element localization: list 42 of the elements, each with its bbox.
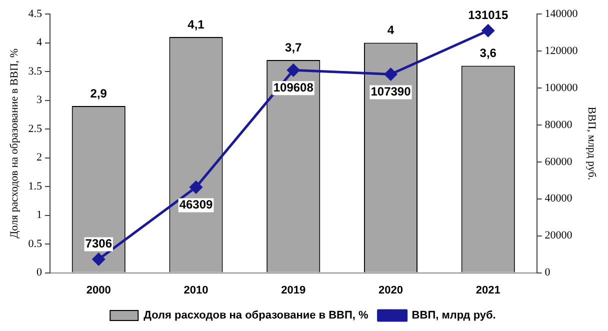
data-label: 7306 (85, 236, 112, 251)
data-label: 4,1 (188, 17, 205, 32)
y2-tick-label: 20000 (544, 230, 573, 242)
point (482, 24, 494, 37)
y-tick-label: 0 (36, 266, 42, 279)
legend-label: ВВП, млрд руб. (412, 310, 496, 322)
data-label: 3,7 (285, 40, 302, 54)
y2-tick-label: 100000 (544, 82, 578, 94)
point (287, 64, 300, 76)
x-tick-label: 2021 (476, 284, 500, 296)
y-tick-label: 4.5 (28, 8, 42, 20)
y2-tick-label: 60000 (544, 156, 573, 168)
x-tick-label: 2020 (378, 284, 403, 296)
data-label: 2,9 (90, 86, 108, 100)
y-tick-label: 3.5 (28, 65, 42, 78)
y-tick-label: 4 (36, 36, 42, 49)
y2-axis-title: ВВП, млрд руб. (586, 106, 598, 180)
y-tick-label: 1.5 (28, 180, 42, 192)
y-tick-label: 3 (36, 94, 42, 106)
y2-tick-label: 0 (544, 266, 551, 279)
point (190, 180, 202, 194)
point (384, 68, 397, 81)
y-axis-title: Доля расходов на образование в ВВП, % (8, 48, 20, 238)
data-label: 46309 (179, 198, 214, 212)
x-tick-label: 2019 (281, 284, 306, 296)
legend-label: Доля расходов на образование в ВВП, % (144, 310, 369, 322)
y-tick-label: 2.5 (28, 122, 42, 135)
data-label: 4 (387, 23, 394, 38)
data-label: 107390 (370, 84, 412, 99)
data-label: 131015 (468, 8, 508, 22)
y2-tick-label: 120000 (544, 44, 578, 57)
x-tick-label: 2010 (184, 284, 208, 296)
y-tick-label: 2 (36, 152, 42, 164)
y2-tick-label: 80000 (544, 118, 573, 131)
data-label: 3,6 (480, 46, 497, 60)
y2-tick-label: 40000 (544, 192, 573, 205)
point (92, 253, 105, 266)
x-tick-label: 2000 (86, 284, 111, 296)
y-tick-label: 0.5 (28, 238, 42, 250)
y2-tick-label: 140000 (544, 8, 578, 20)
data-label: 109608 (273, 80, 314, 94)
y-tick-label: 1 (36, 209, 42, 222)
